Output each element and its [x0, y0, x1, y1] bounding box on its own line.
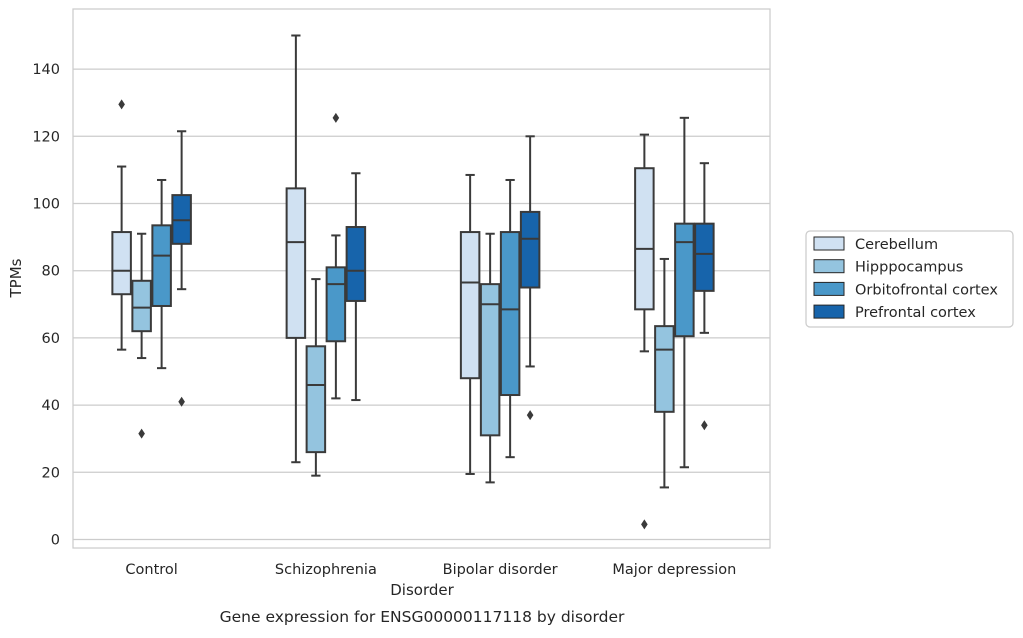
- box-2-2: [499, 178, 521, 459]
- box-2-0: [459, 173, 481, 475]
- legend-swatch: [813, 259, 845, 274]
- legend-label: Orbitofrontal cortex: [855, 282, 998, 298]
- box-0-2: [151, 178, 172, 370]
- x-tick-label: Major depression: [612, 562, 736, 578]
- box-3-3: [694, 162, 715, 431]
- outlier-point: [118, 99, 125, 110]
- box-iqr: [459, 231, 481, 380]
- legend-label: Cerebellum: [855, 237, 938, 253]
- y-tick-label: 40: [42, 398, 60, 414]
- box-iqr: [694, 222, 715, 292]
- box-iqr: [325, 266, 347, 343]
- box-iqr: [479, 283, 501, 437]
- box-1-3: [345, 172, 367, 402]
- grid-lines: [73, 68, 770, 541]
- box-iqr: [151, 224, 172, 307]
- outlier-point: [641, 519, 648, 530]
- outlier-point: [138, 428, 145, 439]
- box-iqr: [305, 345, 327, 454]
- box-3-0: [634, 133, 655, 530]
- box-1-2: [325, 112, 347, 400]
- box-1-0: [285, 34, 307, 464]
- box-iqr: [345, 226, 367, 302]
- box-iqr: [654, 325, 675, 413]
- y-tick-label: 0: [51, 533, 60, 549]
- y-axis-ticks: 0 20 40 60 80 100 120 140: [32, 62, 60, 548]
- box-0-3: [171, 130, 192, 407]
- box-iqr: [499, 231, 521, 397]
- y-tick-label: 60: [42, 331, 60, 347]
- legend-frame: [805, 230, 1014, 328]
- x-tick-label: Schizophrenia: [275, 562, 377, 578]
- box-0-1: [131, 232, 152, 439]
- outlier-point: [526, 410, 534, 421]
- legend-swatch: [813, 236, 845, 251]
- box-2-1: [479, 232, 501, 484]
- box-iqr: [131, 279, 152, 333]
- plot-frame: [72, 8, 771, 549]
- y-tick-label: 100: [32, 197, 60, 213]
- box-plot-boxes: [111, 34, 715, 530]
- box-iqr: [285, 187, 307, 339]
- box-3-1: [654, 257, 675, 489]
- chart-title: Gene expression for ENSG00000117118 by d…: [220, 608, 625, 626]
- box-3-2: [674, 116, 695, 469]
- legend-label: Prefrontal cortex: [855, 305, 976, 321]
- box-1-1: [305, 278, 327, 477]
- legend-swatch: [813, 281, 845, 296]
- legend-label: Hipppocampus: [855, 260, 963, 276]
- legend: Cerebellum Hipppocampus Orbitofrontal cort…: [805, 230, 1014, 328]
- x-tick-label: Control: [125, 562, 177, 578]
- x-tick-label: Bipolar disorder: [443, 562, 558, 578]
- outlier-point: [701, 420, 708, 431]
- y-axis-label: TPMs: [7, 258, 25, 298]
- x-axis-label: Disorder: [390, 581, 454, 599]
- y-tick-label: 20: [42, 465, 60, 481]
- box-iqr: [634, 167, 655, 311]
- box-2-3: [519, 135, 541, 421]
- y-tick-label: 120: [32, 129, 60, 145]
- box-0-0: [111, 99, 132, 351]
- box-iqr: [111, 231, 132, 296]
- box-iqr: [674, 222, 695, 338]
- outlier-point: [178, 396, 185, 407]
- y-tick-label: 80: [42, 264, 60, 280]
- legend-swatch: [813, 304, 845, 319]
- x-axis-ticks: Control Schizophrenia Bipolar disorder Majo…: [125, 562, 736, 578]
- outlier-point: [332, 112, 340, 123]
- box-iqr: [519, 210, 541, 289]
- y-tick-label: 140: [32, 62, 60, 78]
